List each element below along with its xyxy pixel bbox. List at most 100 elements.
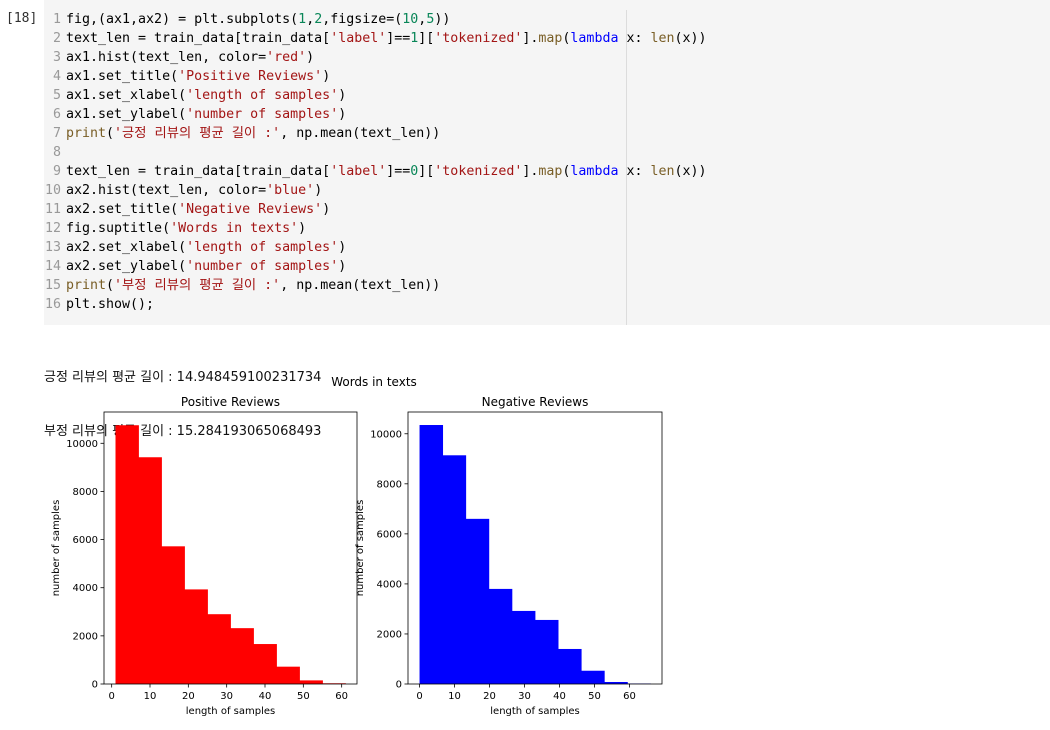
figure: Words in texts 0 10 20 30 40 50 60020004000600…	[51, 375, 663, 717]
code-token: ].	[522, 164, 539, 179]
y-axis-label: number of samples	[51, 500, 62, 597]
code-line: 11 ax2.set_title('Negative Reviews')	[44, 200, 707, 219]
line-number: 7	[52, 126, 61, 141]
y-tick-label: 4000	[377, 579, 402, 590]
chart-title: Positive Reviews	[181, 395, 280, 409]
code-token: 'red'	[266, 50, 307, 65]
code-token: ax2.hist(text_len, color=	[66, 183, 267, 198]
code-token: map	[538, 164, 563, 179]
code-line: 13 ax2.set_xlabel('length of samples')	[44, 238, 707, 257]
code-line: 6 ax1.set_ylabel('number of samples')	[44, 105, 707, 124]
code-token: )	[338, 240, 347, 255]
code-token: 5	[426, 12, 435, 27]
cell-prompt: [18]	[6, 11, 38, 26]
code-line: 1 fig,(ax1,ax2) = plt.subplots(1,2,figsiz…	[44, 10, 707, 29]
code-token: x:	[618, 164, 651, 179]
code-token: fig,(ax1,ax2) = plt.subplots(	[66, 12, 299, 27]
histogram-bar	[299, 680, 323, 684]
code-token: ))	[434, 12, 451, 27]
code-token: 'number of samples'	[186, 107, 339, 122]
code-token: map	[538, 31, 563, 46]
code-line: 5 ax1.set_xlabel('length of samples')	[44, 86, 707, 105]
code-token: ]==	[386, 164, 411, 179]
histogram-bar	[488, 588, 513, 684]
code-token: 0	[410, 164, 419, 179]
x-tick-label: 30	[220, 691, 233, 702]
code-token: '긍정 리뷰의 평균 길이 :'	[114, 126, 281, 141]
chart-title: Negative Reviews	[482, 395, 589, 409]
line-number: 10	[44, 183, 61, 198]
code-token: 'Words in texts'	[170, 221, 299, 236]
code-token: 'label'	[330, 31, 387, 46]
x-tick-label: 10	[144, 691, 157, 702]
x-tick-label: 60	[623, 691, 636, 702]
x-tick-label: 20	[182, 691, 195, 702]
code-line: 10 ax2.hist(text_len, color='blue')	[44, 181, 707, 200]
line-number: 5	[52, 88, 61, 103]
code-token: print	[66, 278, 107, 293]
code-token: (	[106, 126, 115, 141]
figure-suptitle: Words in texts	[331, 375, 417, 389]
histogram-bar	[276, 666, 300, 684]
x-tick-label: 0	[108, 691, 114, 702]
code-line: 14 ax2.set_ylabel('number of samples')	[44, 257, 707, 276]
y-tick-label: 0	[92, 680, 98, 691]
code-token: )	[338, 259, 347, 274]
x-tick-label: 60	[335, 691, 348, 702]
code-token: )	[298, 221, 307, 236]
code-line: 15 print('부정 리뷰의 평균 길이 :', np.mean(text_l…	[44, 276, 707, 295]
x-tick-label: 50	[297, 691, 310, 702]
x-tick-label: 30	[518, 691, 531, 702]
code-token: fig.suptitle(	[66, 221, 171, 236]
code-token: (	[562, 31, 571, 46]
histogram-bar	[184, 589, 208, 684]
line-number: 2	[52, 31, 61, 46]
output-area: 긍정 리뷰의 평균 길이 : 14.948459100231734 부정 리뷰의…	[44, 333, 321, 459]
code-token: ,figsize=(	[322, 12, 403, 27]
code-token: ,	[418, 12, 427, 27]
histogram-bar	[207, 614, 231, 684]
code-token: 'length of samples'	[186, 88, 339, 103]
axes-frame	[407, 411, 663, 685]
code-token: ][	[418, 31, 435, 46]
histogram-bar	[511, 610, 536, 684]
code-token: (x))	[674, 31, 707, 46]
code-line: 9 text_len = train_data[train_data['label…	[44, 162, 707, 181]
y-tick-label: 0	[396, 680, 402, 691]
code-token: ax2.set_xlabel(	[66, 240, 187, 255]
y-tick-label: 6000	[377, 529, 402, 540]
x-axis-label: length of samples	[186, 706, 275, 717]
code-token: text_len = train_data[train_data[	[66, 164, 331, 179]
line-number: 1	[52, 12, 61, 27]
code-line: 16 plt.show();	[44, 295, 707, 314]
line-number: 12	[44, 221, 61, 236]
y-tick-label: 10000	[370, 429, 402, 440]
code-token: ax1.set_xlabel(	[66, 88, 187, 103]
y-tick-label: 4000	[73, 583, 98, 594]
code-line: 8	[44, 143, 707, 162]
histogram-bar	[604, 681, 628, 684]
code-scroll-divider	[626, 10, 627, 325]
y-tick-label: 8000	[377, 479, 402, 490]
line-number: 8	[52, 145, 61, 160]
x-tick-label: 40	[259, 691, 272, 702]
histogram-bar	[253, 644, 277, 684]
code-editor[interactable]	[44, 0, 1050, 325]
code-token: text_len = train_data[train_data[	[66, 31, 331, 46]
code-lines[interactable]: 1 fig,(ax1,ax2) = plt.subplots(1,2,figsiz…	[44, 10, 707, 314]
histogram-bar	[138, 457, 162, 684]
code-token: ,	[306, 12, 315, 27]
code-token: ]==	[386, 31, 411, 46]
code-token: )	[322, 202, 331, 217]
line-number: 13	[44, 240, 61, 255]
y-axis-label: number of samples	[355, 500, 366, 597]
code-token: 10	[402, 12, 419, 27]
code-token: ax1.set_title(	[66, 69, 179, 84]
axes-frame	[103, 411, 358, 685]
histogram-bar	[465, 518, 490, 684]
y-tick-label: 10000	[66, 439, 98, 450]
code-token: len	[650, 31, 675, 46]
code-token: , np.mean(text_len))	[280, 126, 441, 141]
x-tick-label: 10	[448, 691, 461, 702]
code-token: )	[322, 69, 331, 84]
